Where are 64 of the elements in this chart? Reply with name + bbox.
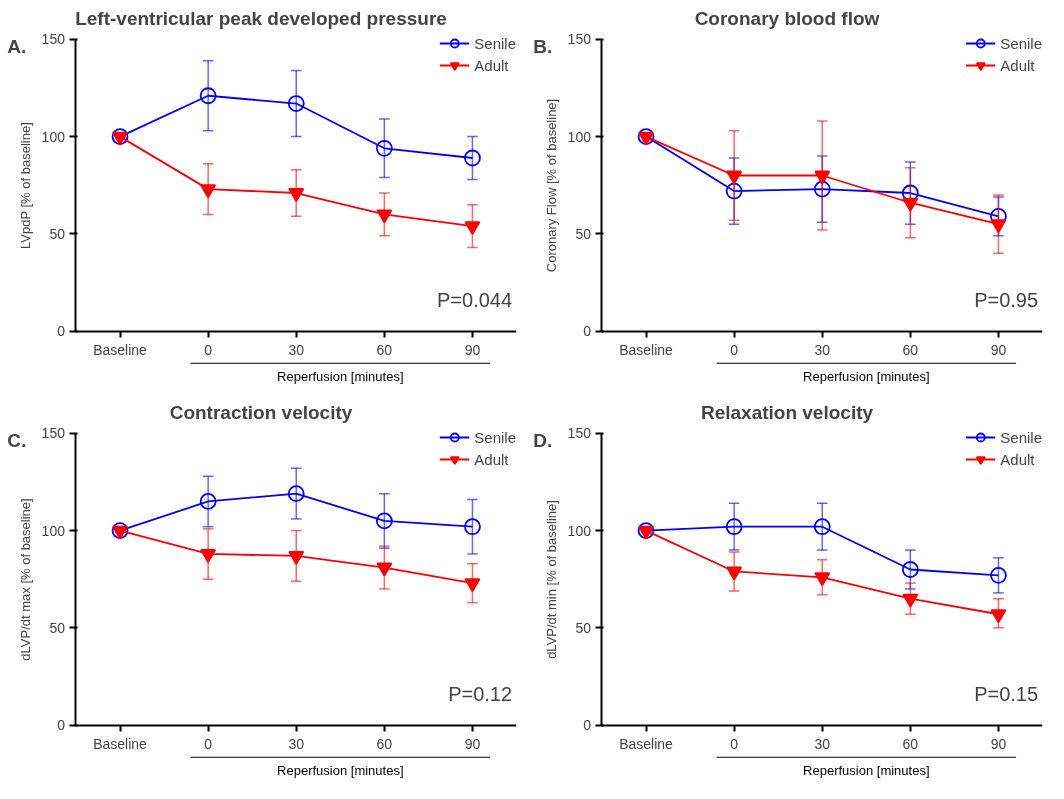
x-tick-label: 0 — [204, 342, 213, 359]
x-tick-label: 30 — [288, 736, 305, 753]
y-tick-label: 150 — [567, 31, 592, 48]
y-tick-label: 100 — [567, 128, 592, 145]
chart-title: Relaxation velocity — [700, 401, 874, 423]
x-tick-label: 90 — [464, 342, 481, 359]
text: C. — [7, 429, 27, 451]
x-tick-label: 90 — [464, 736, 481, 753]
y-tick-label: 150 — [41, 425, 66, 442]
x-tick-label: 60 — [902, 342, 919, 359]
x-tick-label: 60 — [902, 736, 919, 753]
x-tick-label: 60 — [376, 736, 393, 753]
y-tick-label: 0 — [583, 717, 592, 734]
x-tick-label: Baseline — [619, 736, 674, 753]
text: D. — [533, 429, 553, 451]
text: A. — [7, 35, 27, 57]
y-tick-label: 150 — [567, 425, 592, 442]
x-tick-label: Baseline — [93, 342, 148, 359]
annotation: P=0.12 — [448, 682, 513, 705]
x-tick-label: 0 — [730, 342, 739, 359]
chart-title: Coronary blood flow — [694, 7, 880, 29]
x-axis-title: Reperfusion [minutes] — [803, 763, 930, 779]
legend-label: Adult — [1000, 450, 1035, 468]
text: B. — [533, 35, 553, 57]
y-tick-label: 50 — [49, 225, 66, 242]
x-tick-label: Baseline — [93, 736, 148, 753]
x-axis-title: Reperfusion [minutes] — [277, 369, 404, 385]
chart-title: Left-ventricular peak developed pressure — [75, 7, 447, 29]
legend-label: Senile — [474, 34, 516, 52]
y-tick-label: 100 — [41, 522, 66, 539]
legend-label: Adult — [474, 450, 509, 468]
x-tick-label: 0 — [204, 736, 213, 753]
y-tick-label: 50 — [575, 619, 592, 636]
x-axis-title: Reperfusion [minutes] — [803, 369, 930, 385]
x-tick-label: 90 — [990, 342, 1007, 359]
x-tick-label: 30 — [288, 342, 305, 359]
legend-label: Adult — [474, 56, 509, 74]
y-axis-title: LVpdP [% of baseline] — [18, 122, 34, 249]
y-tick-label: 0 — [57, 323, 66, 340]
legend-label: Senile — [1000, 34, 1042, 52]
x-tick-label: 30 — [814, 736, 831, 753]
y-tick-label: 100 — [41, 128, 66, 145]
x-tick-label: 90 — [990, 736, 1007, 753]
x-tick-label: 0 — [730, 736, 739, 753]
annotation: P=0.15 — [974, 682, 1039, 705]
y-axis-title: Coronary Flow [% of baseline] — [544, 98, 560, 273]
y-tick-label: 150 — [41, 31, 66, 48]
y-axis-title: dLVP/dt max [% of baseline] — [18, 498, 34, 661]
legend-label: Senile — [474, 428, 516, 446]
y-tick-label: 100 — [567, 522, 592, 539]
y-axis-title: dLVP/dt min [% of baseline] — [544, 500, 560, 659]
annotation: P=0.044 — [437, 288, 513, 311]
y-tick-label: 0 — [583, 323, 592, 340]
x-tick-label: Baseline — [619, 342, 674, 359]
legend-label: Adult — [1000, 56, 1035, 74]
x-tick-label: 30 — [814, 342, 831, 359]
y-tick-label: 50 — [575, 225, 592, 242]
x-axis-title: Reperfusion [minutes] — [277, 763, 404, 779]
y-tick-label: 50 — [49, 619, 66, 636]
legend-label: Senile — [1000, 428, 1042, 446]
y-tick-label: 0 — [57, 717, 66, 734]
annotation: P=0.95 — [974, 288, 1039, 311]
x-tick-label: 60 — [376, 342, 393, 359]
chart-title: Contraction velocity — [169, 401, 353, 423]
